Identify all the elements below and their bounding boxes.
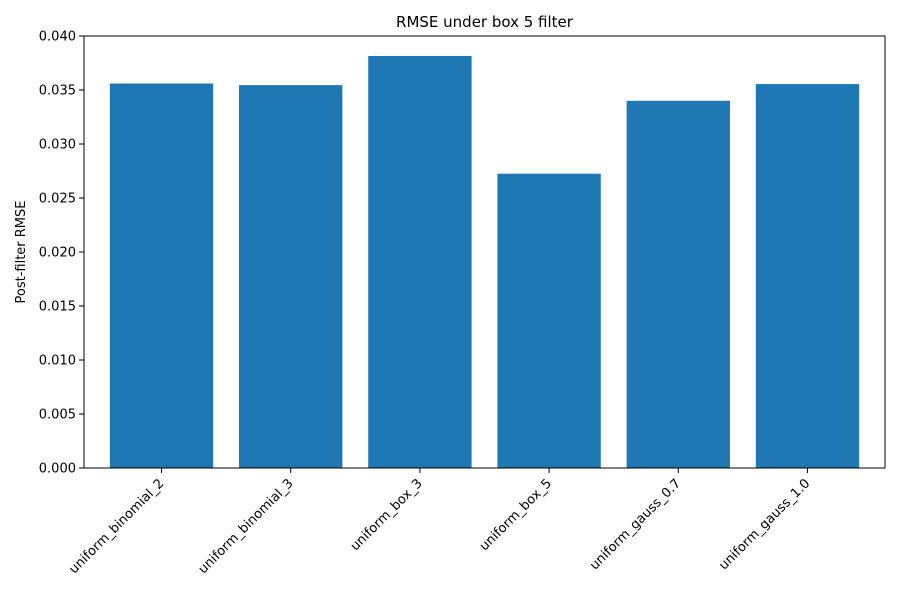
- bar-uniform_box_5: [497, 173, 601, 468]
- bar-uniform_box_3: [368, 55, 472, 468]
- y-tick-label: 0.000: [39, 462, 76, 477]
- bar-uniform_binomial_3: [239, 85, 343, 468]
- bar-uniform_binomial_2: [109, 83, 214, 469]
- bar-uniform_gauss_1.0: [755, 84, 860, 468]
- bars-group: [109, 55, 860, 469]
- y-tick-label: 0.020: [39, 246, 76, 261]
- y-axis: 0.000 0.005 0.010 0.015 0.020 0.025 0.030 0.035…: [39, 30, 84, 477]
- y-tick-label: 0.035: [39, 84, 76, 99]
- y-tick-label: 0.015: [39, 300, 76, 315]
- y-tick-label: 0.040: [39, 30, 76, 45]
- y-tick-label: 0.010: [39, 354, 76, 369]
- y-tick-label: 0.025: [39, 192, 76, 207]
- y-axis-label: Post-filter RMSE: [14, 201, 29, 304]
- chart-title: RMSE under box 5 filter: [396, 13, 574, 31]
- bar-uniform_gauss_0.7: [626, 100, 730, 469]
- y-tick-label: 0.005: [39, 408, 76, 423]
- plot-frame: [83, 35, 886, 469]
- y-tick-label: 0.030: [39, 138, 76, 153]
